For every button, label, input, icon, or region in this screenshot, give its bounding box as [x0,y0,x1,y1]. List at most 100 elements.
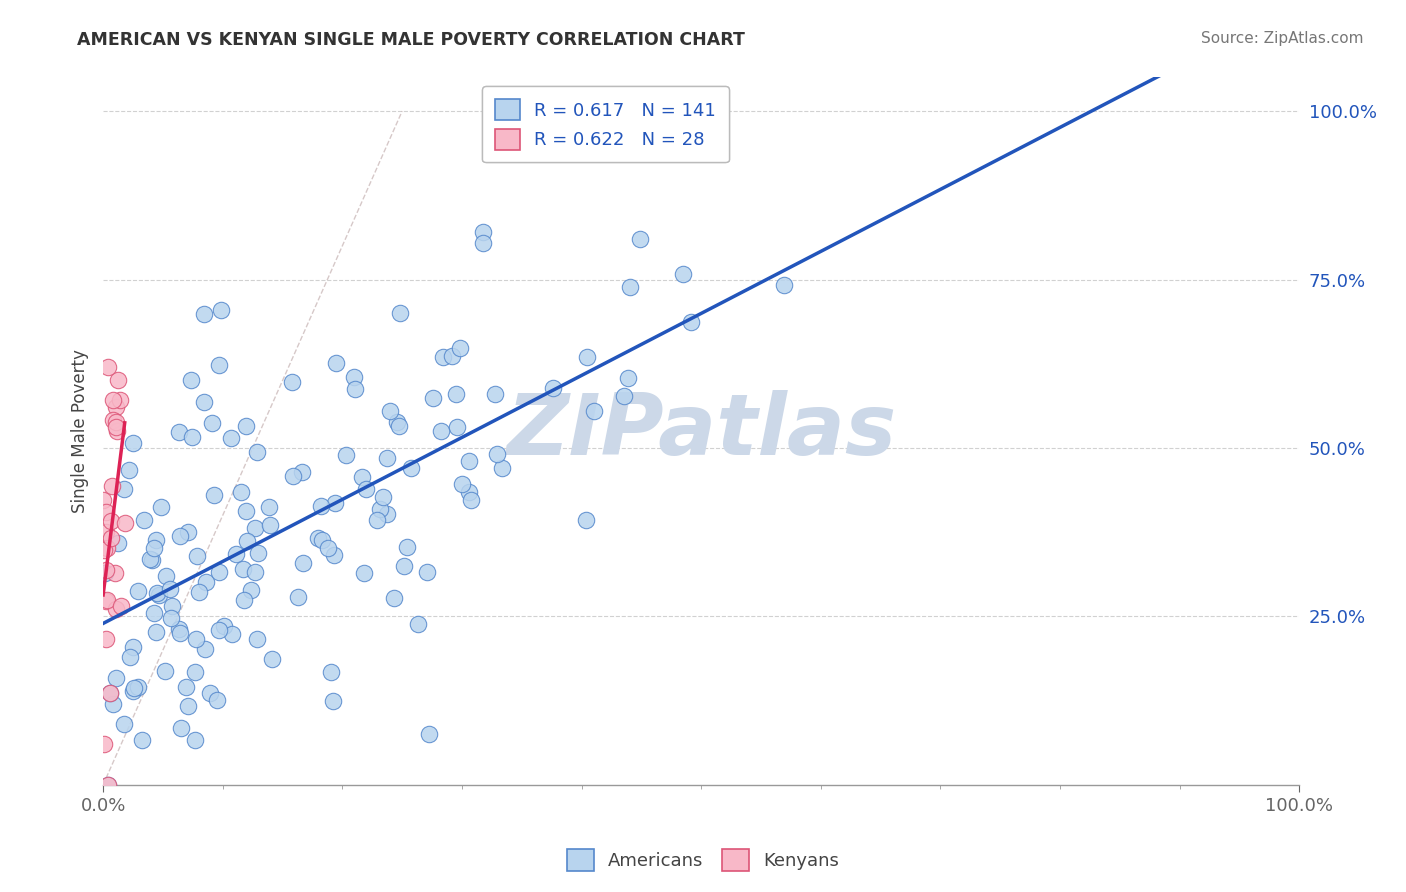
Point [451,477,474,491]
Point [679,315,702,329]
Point [208,358,231,372]
Point [472,226,495,240]
Point [176,681,198,695]
Point [235,504,257,518]
Point [382,591,405,606]
Point [160,599,183,613]
Point [160,611,183,625]
Point [122,681,145,695]
Point [352,469,374,483]
Point [145,586,167,600]
Point [319,665,342,679]
Legend: Americans, Kenyans: Americans, Kenyans [560,842,846,879]
Point [93,492,115,507]
Point [169,626,191,640]
Point [198,686,221,700]
Point [219,431,242,445]
Point [149,500,172,514]
Point [184,632,207,647]
Point [628,232,651,246]
Point [418,727,440,741]
Point [169,622,191,636]
Point [127,680,149,694]
Point [617,371,640,385]
Point [183,732,205,747]
Point [446,419,468,434]
Point [96,593,118,607]
Point [388,306,411,320]
Point [194,642,217,657]
Point [613,389,636,403]
Point [132,512,155,526]
Point [221,626,243,640]
Point [108,393,131,408]
Point [583,403,606,417]
Point [105,415,128,429]
Point [484,387,506,401]
Point [291,556,314,570]
Point [145,533,167,548]
Point [458,484,481,499]
Point [209,303,232,318]
Point [177,525,200,540]
Point [94,562,117,576]
Point [176,698,198,713]
Point [170,722,193,736]
Point [225,547,247,561]
Point [96,541,118,555]
Point [101,413,124,427]
Point [105,420,128,434]
Point [322,694,344,708]
Point [180,373,202,387]
Point [343,383,366,397]
Point [100,514,122,528]
Point [139,552,162,566]
Text: AMERICAN VS KENYAN SINGLE MALE POVERTY CORRELATION CHART: AMERICAN VS KENYAN SINGLE MALE POVERTY C… [77,31,745,49]
Point [401,460,423,475]
Point [169,529,191,543]
Point [291,465,314,479]
Point [619,280,641,294]
Point [396,541,419,555]
Point [122,435,145,450]
Point [229,484,252,499]
Point [103,392,125,407]
Point [94,505,117,519]
Point [440,349,463,363]
Point [153,665,176,679]
Point [246,546,269,560]
Point [194,575,217,590]
Point [143,606,166,620]
Point [354,482,377,496]
Point [308,532,330,546]
Point [375,450,398,465]
Point [281,375,304,389]
Point [131,732,153,747]
Point [430,425,453,439]
Point [543,381,565,395]
Point [366,513,388,527]
Point [212,619,235,633]
Point [387,419,409,434]
Point [335,449,357,463]
Point [208,623,231,637]
Point [112,716,135,731]
Point [368,502,391,516]
Text: Source: ZipAtlas.com: Source: ZipAtlas.com [1201,31,1364,46]
Point [93,543,115,558]
Point [122,683,145,698]
Point [375,507,398,521]
Text: ZIPatlas: ZIPatlas [506,390,896,473]
Point [416,566,439,580]
Point [486,447,509,461]
Point [181,430,204,444]
Point [107,374,129,388]
Point [458,453,481,467]
Point [246,632,269,646]
Point [205,693,228,707]
Point [259,517,281,532]
Point [100,479,122,493]
Point [193,395,215,409]
Point [141,553,163,567]
Point [392,558,415,573]
